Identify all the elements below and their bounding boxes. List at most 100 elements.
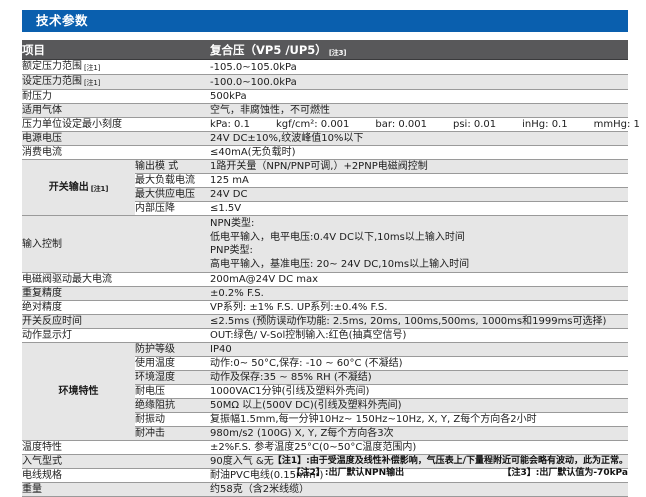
environment-value: 复振幅1.5mm,每一分钟10Hz~ 150Hz~10Hz, X, Y, Z每个… xyxy=(210,412,628,427)
table-row: 入气型式 90度入气 &无 xyxy=(22,454,628,469)
environment-row: 绝缘阻抗 50MΩ 以上(500V DC)(引线及塑料外壳间) xyxy=(22,398,628,413)
row-label: 额定压力范围 [注1] xyxy=(22,59,210,75)
switch-output-row: 最大负载电流 125 mA xyxy=(22,173,628,188)
table-header-row: 项目 复合压（VP5 /UP5） [注3] xyxy=(22,40,628,60)
environment-value: 1000VAC1分钟(引线及塑料外壳间) xyxy=(210,384,628,399)
row-label: 绝对精度 xyxy=(22,300,210,315)
unit-entry: kgf/cm²: 0.001 xyxy=(275,119,350,130)
table-row: 动作显示灯 OUT:绿色/ V-Sol控制输入:红色(抽真空信号) xyxy=(22,328,628,343)
environment-row: 耐电压 1000VAC1分钟(引线及塑料外壳间) xyxy=(22,384,628,399)
spec-table-body: 项目 复合压（VP5 /UP5） [注3] 额定压力范围 [注1] -105.0~105.… xyxy=(22,40,640,497)
input-control: 输入控制 NPN类型: 低电平输入，电平电压:0.4V DC以下,10ms以上输入时… xyxy=(22,215,628,273)
row-value: 24V DC±10%,纹波峰值10%以下 xyxy=(210,131,628,146)
input-control-line: PNP类型: xyxy=(210,245,253,256)
input-control-line: 高电平输入，基准电压: 20~ 24V DC,10ms以上输入时间 xyxy=(210,258,470,270)
row-value: 耐油PVC电线(0.15mm²) xyxy=(210,468,628,483)
input-control-label: 输入控制 xyxy=(22,215,210,273)
switch-output-sub-label: 最大供应电压 xyxy=(135,187,210,202)
row-value: ≤40mA(无负载时) xyxy=(210,145,628,160)
row-value: 约58克（含2米线缆） xyxy=(210,482,628,497)
row-value: ±0.2% F.S. xyxy=(210,286,628,301)
switch-output-label: 开关输出 [注1] xyxy=(22,159,135,216)
environment-value: 动作:0~ 50°C,保存: -10 ~ 60°C (不凝结) xyxy=(210,356,628,371)
table-row: 电源电压 24V DC±10%,纹波峰值10%以下 xyxy=(22,131,628,146)
environment-sub-label: 耐振动 xyxy=(135,412,210,427)
row-label: 入气型式 xyxy=(22,454,210,469)
table-row: 额定压力范围 [注1] -105.0~105.0kPa xyxy=(22,59,628,75)
environment-sub-label: 使用温度 xyxy=(135,356,210,371)
row-label: 电线规格 xyxy=(22,468,210,483)
environment-row: 环境特性 防护等级 IP40 xyxy=(22,342,628,441)
environment-row: 耐振动 复振幅1.5mm,每一分钟10Hz~ 150Hz~10Hz, X, Y, … xyxy=(22,412,628,427)
switch-output-value: 24V DC xyxy=(210,187,628,202)
footnote-2: 【注2】:出厂默认NPN输出 xyxy=(291,468,405,478)
environment-value: IP40 xyxy=(210,342,628,357)
spec-table: 项目 复合压（VP5 /UP5） [注3] 额定压力范围 [注1] -105.0~105.… xyxy=(22,40,640,497)
row-label: 动作显示灯 xyxy=(22,328,210,343)
table-row: 开关反应时间 ≤2.5ms (预防误动作功能: 2.5ms, 20ms, 100m… xyxy=(22,314,628,329)
table-row: 设定压力范围 [注1] -100.0~100.0kPa xyxy=(22,74,628,90)
table-row: 绝对精度 VP系列: ±1% F.S. UP系列:±0.4% F.S. xyxy=(22,300,628,315)
row-label: 消费电流 xyxy=(22,145,210,160)
footnote-row-2: 【注2】:出厂默认NPN输出 【注3】:出厂默认值为-70kPa xyxy=(22,467,628,479)
row-note-ref: [注1] xyxy=(84,79,101,87)
table-row: 重量 约58克（含2米线缆） xyxy=(22,482,628,497)
footnote-3: 【注3】:出厂默认值为-70kPa xyxy=(502,468,628,478)
unit-entry: bar: 0.001 xyxy=(375,119,427,130)
table-row: 消费电流 ≤40mA(无负载时) xyxy=(22,145,628,160)
environment-sub-label: 耐冲击 xyxy=(135,426,210,441)
environment-value: 动作及保存:35 ~ 85% RH (不凝结) xyxy=(210,370,628,385)
switch-output-row: 最大供应电压 24V DC xyxy=(22,187,628,202)
switch-output-value: 1路开关量（NPN/PNP可调,）+2PNP电磁阀控制 xyxy=(210,159,628,174)
table-row: 电线规格 耐油PVC电线(0.15mm²) xyxy=(22,468,628,483)
table-row: 电磁阀驱动最大电流 200mA@24V DC max xyxy=(22,272,628,287)
row-label: 设定压力范围 [注1] xyxy=(22,74,210,90)
environment-sub-label: 绝缘阻抗 xyxy=(135,398,210,413)
unit-entry: psi: 0.01 xyxy=(453,119,497,130)
unit-entry: mmHg: 1 xyxy=(593,119,640,130)
switch-output-row: 开关输出 [注1] 输出模 式 1路开关量（NPN/PNP可调,）+2PNP电磁阀控制 xyxy=(22,159,628,216)
row-label: 开关反应时间 xyxy=(22,314,210,329)
section-banner: 技术参数 xyxy=(22,10,628,32)
table-row: 温度特性 ±2%F.S. 参考温度25°C(0~50°C温度范围内) xyxy=(22,440,628,455)
environment-row: 耐冲击 980m/s2 (100G) X, Y, Z每个方向各3次 xyxy=(22,426,628,441)
row-value: 500kPa xyxy=(210,89,628,104)
row-label: 耐压力 xyxy=(22,89,210,104)
input-control-line: 低电平输入，电平电压:0.4V DC以下,10ms以上输入时间 xyxy=(210,231,465,243)
row-value: 90度入气 &无 xyxy=(210,454,628,469)
header-cell-value: 复合压（VP5 /UP5） [注3] xyxy=(210,40,628,60)
footnote-1: 【注1】:由于受温度及线性补偿影响，气压表上/下量程附近可能会略有波动，此为正常… xyxy=(272,456,628,466)
table-row: 压力单位设定最小刻度 kPa: 0.1 kgf/cm²: 0.001 bar: 0.0… xyxy=(22,117,640,132)
page-title: 技术参数 xyxy=(36,13,89,28)
unit-entry: inHg: 0.1 xyxy=(522,119,568,130)
environment-row: 环境湿度 动作及保存:35 ~ 85% RH (不凝结) xyxy=(22,370,628,385)
row-value: VP系列: ±1% F.S. UP系列:±0.4% F.S. xyxy=(210,300,628,315)
switch-output-value: 125 mA xyxy=(210,173,628,188)
row-label: 重量 xyxy=(22,482,210,497)
environment-sub-label: 耐电压 xyxy=(135,384,210,399)
switch-output-sub-label: 最大负载电流 xyxy=(135,173,210,188)
environment-value: 980m/s2 (100G) X, Y, Z每个方向各3次 xyxy=(210,426,628,441)
header-note-ref: [注3] xyxy=(328,48,347,57)
table-row: 耐压力 500kPa xyxy=(22,89,628,104)
header-cell-item: 项目 xyxy=(22,40,210,60)
row-value: ±2%F.S. 参考温度25°C(0~50°C温度范围内) xyxy=(210,440,628,455)
environment-sub-label: 环境湿度 xyxy=(135,370,210,385)
row-value: -105.0~105.0kPa xyxy=(210,59,628,75)
environment-row: 使用温度 动作:0~ 50°C,保存: -10 ~ 60°C (不凝结) xyxy=(22,356,628,371)
row-value: 200mA@24V DC max xyxy=(210,272,628,287)
row-note-ref: [注1] xyxy=(84,64,101,72)
row-value: kPa: 0.1 kgf/cm²: 0.001 bar: 0.001 psi: 0.0… xyxy=(210,117,640,132)
switch-output-sub-label: 输出模 式 xyxy=(135,159,210,174)
row-label: 温度特性 xyxy=(22,440,210,455)
unit-list: kPa: 0.1 kgf/cm²: 0.001 bar: 0.001 psi: 0.0… xyxy=(210,119,646,130)
input-control-line: NPN类型: xyxy=(210,218,255,229)
footnotes: 【注1】:由于受温度及线性补偿影响，气压表上/下量程附近可能会略有波动，此为正常… xyxy=(22,455,628,479)
row-value: ≤2.5ms (预防误动作功能: 2.5ms, 20ms, 100ms,500m… xyxy=(210,314,628,329)
switch-output-sub-label: 内部压降 xyxy=(135,201,210,216)
switch-output-value: ≤1.5V xyxy=(210,201,628,216)
row-label: 电磁阀驱动最大电流 xyxy=(22,272,210,287)
environment-label: 环境特性 xyxy=(22,342,135,441)
table-row: 重复精度 ±0.2% F.S. xyxy=(22,286,628,301)
